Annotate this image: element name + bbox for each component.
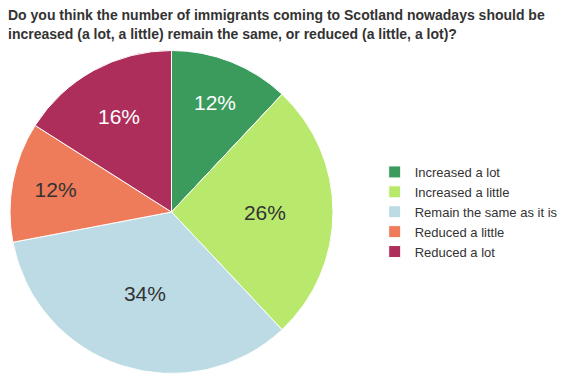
svg-text:Reduced a little: Reduced a little xyxy=(415,225,505,240)
svg-text:Reduced a lot: Reduced a lot xyxy=(415,245,496,260)
svg-text:12%: 12% xyxy=(35,178,77,201)
svg-text:16%: 16% xyxy=(98,105,140,128)
svg-text:Increased a lot: Increased a lot xyxy=(415,165,501,180)
svg-text:Increased a little: Increased a little xyxy=(415,185,510,200)
html-text:Do you think the number of imm: Do you think the number of immigrants co… xyxy=(8,7,545,42)
svg-text:34%: 34% xyxy=(124,282,166,305)
svg-text:26%: 26% xyxy=(244,201,286,224)
svg-text:Remain the same as it is: Remain the same as it is xyxy=(415,205,558,220)
svg-text:12%: 12% xyxy=(194,91,236,114)
